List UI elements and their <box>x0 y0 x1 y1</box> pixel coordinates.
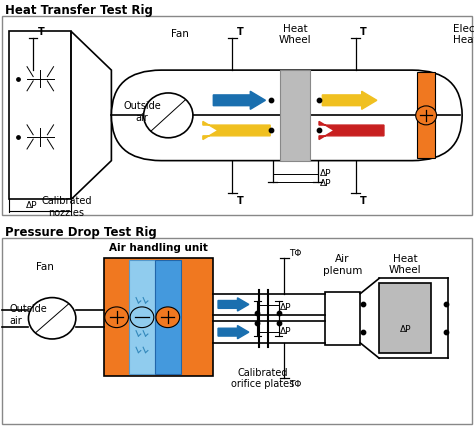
Text: Pressure Drop Test Rig: Pressure Drop Test Rig <box>5 226 156 239</box>
Point <box>442 301 449 308</box>
Circle shape <box>130 307 154 328</box>
Text: ΔP: ΔP <box>400 324 411 333</box>
Text: ΔP: ΔP <box>320 169 331 177</box>
Bar <box>104 259 213 376</box>
Point <box>267 98 275 104</box>
Text: T: T <box>237 196 244 206</box>
Text: Heat Transfer Test Rig: Heat Transfer Test Rig <box>5 4 153 17</box>
Bar <box>325 292 360 345</box>
Text: Fan: Fan <box>171 29 189 39</box>
Text: ΔP: ΔP <box>280 302 292 311</box>
Point <box>442 329 449 336</box>
Text: ΔP: ΔP <box>280 326 292 335</box>
Point <box>14 76 22 83</box>
Text: ΔP: ΔP <box>320 178 331 187</box>
Point <box>315 128 322 135</box>
Point <box>254 320 261 327</box>
Point <box>359 329 366 336</box>
Text: Air
plenum: Air plenum <box>323 254 362 275</box>
Circle shape <box>156 307 180 328</box>
Bar <box>280 71 310 161</box>
Text: Outside
air: Outside air <box>9 304 47 325</box>
FancyArrow shape <box>319 122 384 140</box>
Text: TΦ: TΦ <box>289 249 301 258</box>
Text: Air handling unit: Air handling unit <box>109 243 208 252</box>
Point <box>315 98 322 104</box>
FancyArrow shape <box>322 92 377 110</box>
FancyArrow shape <box>213 92 265 110</box>
Text: Outside
air: Outside air <box>123 101 161 123</box>
Polygon shape <box>71 32 111 200</box>
FancyArrow shape <box>218 326 249 339</box>
Bar <box>379 284 431 353</box>
Point <box>275 310 283 317</box>
Bar <box>2 17 472 215</box>
FancyArrow shape <box>218 298 249 311</box>
Circle shape <box>105 307 128 328</box>
Point <box>275 320 283 327</box>
Bar <box>155 261 181 374</box>
Point <box>267 128 275 135</box>
Bar <box>129 261 155 374</box>
Bar <box>9 32 71 200</box>
Point <box>254 310 261 317</box>
Bar <box>417 73 435 159</box>
Point <box>14 134 22 141</box>
Circle shape <box>416 107 437 126</box>
Text: T: T <box>237 27 244 37</box>
Text: Electric
Heater: Electric Heater <box>453 24 474 45</box>
FancyBboxPatch shape <box>111 71 462 161</box>
Text: T: T <box>360 27 367 37</box>
Text: Calibrated
orifice plates: Calibrated orifice plates <box>231 367 295 389</box>
Text: Heat
Wheel: Heat Wheel <box>279 24 311 45</box>
Circle shape <box>28 298 76 339</box>
Text: ΔP: ΔP <box>26 201 37 210</box>
Text: Fan: Fan <box>36 261 54 271</box>
Text: T: T <box>38 27 45 37</box>
Circle shape <box>144 94 193 138</box>
Text: Calibrated
nozzles: Calibrated nozzles <box>41 196 91 217</box>
Text: T: T <box>360 196 367 206</box>
Text: TΦ: TΦ <box>289 379 301 388</box>
Point <box>359 301 366 308</box>
FancyArrow shape <box>203 122 270 140</box>
Text: Heat
Wheel: Heat Wheel <box>389 253 421 275</box>
